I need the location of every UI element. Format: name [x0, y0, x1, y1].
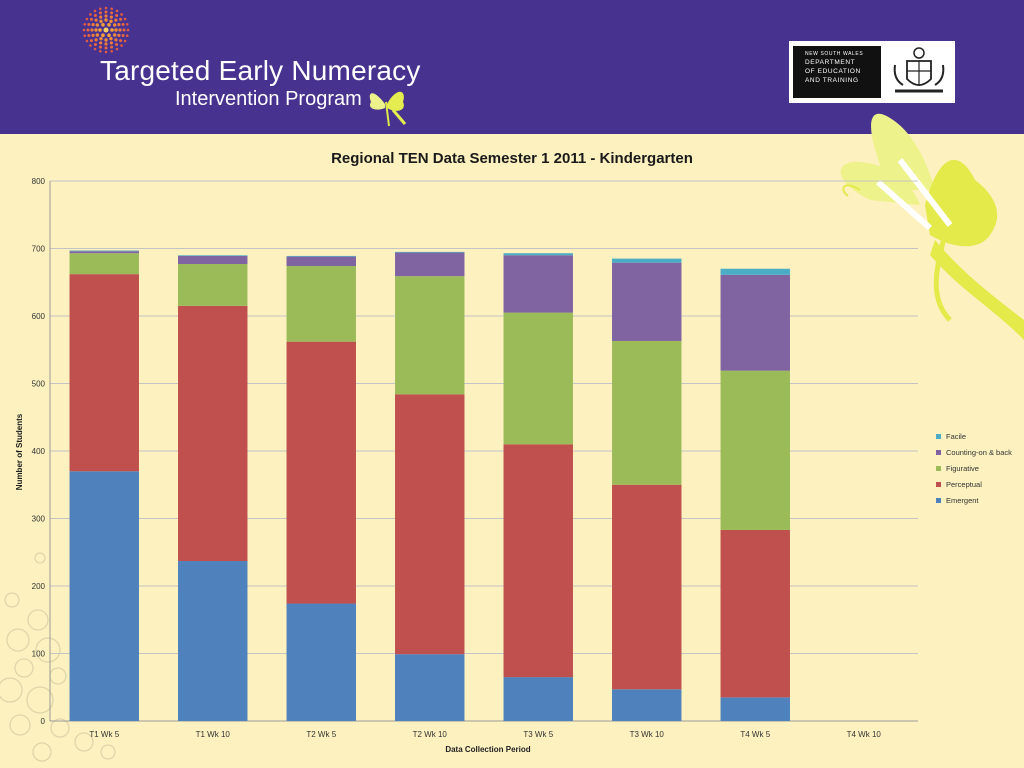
x-tick-label: T4 Wk 10: [847, 730, 882, 739]
program-subtitle: Intervention Program: [175, 88, 362, 110]
coat-of-arms-icon: [893, 47, 945, 93]
bar-segment: [395, 654, 465, 721]
y-tick-label: 700: [32, 245, 46, 254]
bar-segment: [178, 561, 248, 721]
bar-segment: [178, 305, 248, 562]
bar-segment: [612, 258, 682, 263]
bar-segment: [720, 274, 790, 371]
y-tick-label: 500: [32, 380, 46, 389]
bar-segment: [503, 312, 573, 445]
bar-segment: [720, 529, 790, 698]
department-badge: NEW SOUTH WALES DEPARTMENT OF EDUCATION …: [789, 41, 955, 103]
bar-segment: [286, 341, 356, 604]
chart-title: Regional TEN Data Semester 1 2011 - Kind…: [331, 150, 693, 167]
y-tick-label: 600: [32, 312, 46, 321]
legend-swatch: [936, 482, 941, 487]
bar-segment: [178, 255, 248, 265]
left-circle-decoration: [0, 552, 116, 762]
dept-line-1: NEW SOUTH WALES: [805, 51, 864, 57]
bar-segment: [69, 471, 139, 721]
x-tick-label: T3 Wk 10: [630, 730, 665, 739]
dept-line-3: OF EDUCATION: [805, 68, 861, 75]
bar-segment: [720, 697, 790, 721]
y-axis-title: Number of Students: [15, 413, 24, 490]
department-wordmark: NEW SOUTH WALES DEPARTMENT OF EDUCATION …: [793, 46, 881, 98]
legend-swatch: [936, 434, 941, 439]
legend-swatch: [936, 466, 941, 471]
small-butterfly-icon: [369, 91, 407, 127]
bar-segment: [612, 340, 682, 485]
bar-segment: [286, 266, 356, 342]
legend-label: Emergent: [946, 496, 979, 505]
bar-segment: [612, 484, 682, 690]
bar-segment: [69, 253, 139, 275]
bar-segment: [720, 268, 790, 275]
legend-label: Facile: [946, 432, 966, 441]
y-tick-label: 300: [32, 515, 46, 524]
bar-segment: [178, 255, 248, 256]
bar-segment: [395, 276, 465, 395]
x-tick-label: T2 Wk 5: [306, 730, 336, 739]
dot-sunburst-icon: [82, 6, 130, 54]
x-tick-label: T2 Wk 10: [413, 730, 448, 739]
bar-segment: [178, 264, 248, 306]
y-tick-label: 400: [32, 447, 46, 456]
dept-line-4: AND TRAINING: [805, 77, 859, 84]
x-tick-label: T3 Wk 5: [523, 730, 553, 739]
legend-label: Perceptual: [946, 480, 982, 489]
bar-segment: [503, 253, 573, 256]
y-tick-label: 200: [32, 582, 46, 591]
program-title: Targeted Early Numeracy: [100, 55, 421, 86]
bar-segment: [69, 250, 139, 252]
x-axis-title: Data Collection Period: [445, 745, 530, 754]
bar-segment: [503, 255, 573, 313]
bar-segment: [612, 689, 682, 721]
legend-swatch: [936, 450, 941, 455]
bar-segment: [286, 255, 356, 257]
dept-line-2: DEPARTMENT: [805, 59, 856, 66]
legend-label: Counting-on & back: [946, 448, 1012, 457]
bar-segment: [395, 251, 465, 253]
y-tick-label: 800: [32, 177, 46, 186]
butterfly-icon: [840, 113, 1024, 340]
bar-segment: [503, 677, 573, 721]
y-tick-label: 100: [32, 650, 46, 659]
header-banner: Targeted Early Numeracy Intervention Pro…: [0, 0, 1024, 134]
y-tick-label: 0: [41, 717, 46, 726]
bar-segment: [286, 256, 356, 267]
x-tick-label: T1 Wk 5: [89, 730, 119, 739]
x-tick-label: T1 Wk 10: [196, 730, 231, 739]
legend-swatch: [936, 498, 941, 503]
bar-segment: [612, 262, 682, 341]
bar-segment: [69, 274, 139, 472]
bar-segment: [395, 252, 465, 277]
legend-label: Figurative: [946, 464, 979, 473]
bar-segment: [69, 251, 139, 254]
bar-segment: [503, 444, 573, 678]
bar-segment: [720, 370, 790, 530]
x-tick-label: T4 Wk 5: [740, 730, 770, 739]
bar-segment: [286, 603, 356, 721]
bar-segment: [395, 394, 465, 655]
